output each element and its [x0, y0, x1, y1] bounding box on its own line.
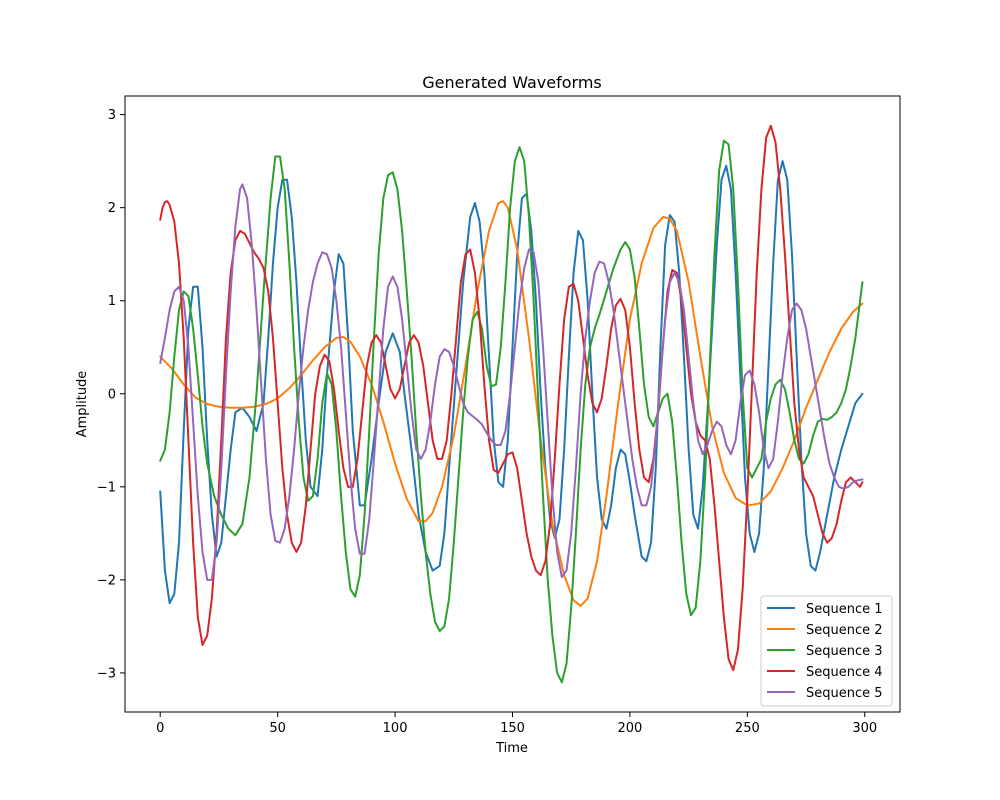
legend: Sequence 1 Sequence 2 Sequence 3 Sequence 4…	[760, 595, 893, 707]
x-tick-label: 250	[735, 721, 760, 736]
x-axis-title: Time	[495, 741, 528, 756]
x-tick-label: 100	[383, 721, 408, 736]
series-line-5	[159, 183, 864, 581]
x-tick-label: 200	[618, 721, 643, 736]
legend-label-5: Sequence 5	[806, 686, 883, 701]
x-tick-label: 150	[500, 721, 525, 736]
legend-box	[760, 595, 893, 707]
series-layer	[159, 124, 864, 684]
series-line-2	[159, 200, 864, 607]
legend-label-2: Sequence 2	[806, 623, 883, 638]
y-axis-title: Amplitude	[75, 371, 90, 438]
y-tick-label: 0	[108, 387, 116, 402]
y-axis: −3 −2 −1 0 1 2 3	[97, 108, 125, 681]
series-line-3	[159, 139, 864, 684]
chart-title: Generated Waveforms	[422, 73, 602, 92]
y-tick-label: −1	[97, 480, 116, 495]
x-tick-label: 50	[269, 721, 286, 736]
plot-area: 0 50 100 150 200 250 300 −3 −2 −1 0 1 2 3	[97, 95, 901, 736]
legend-label-1: Sequence 1	[806, 602, 883, 617]
x-axis: 0 50 100 150 200 250 300	[156, 712, 877, 736]
y-tick-label: −2	[97, 573, 116, 588]
y-tick-label: −3	[97, 666, 116, 681]
x-tick-label: 300	[852, 721, 877, 736]
legend-label-4: Sequence 4	[806, 665, 883, 680]
y-tick-label: 1	[108, 294, 116, 309]
y-tick-label: 3	[108, 108, 116, 123]
legend-label-3: Sequence 3	[806, 644, 883, 659]
x-tick-label: 0	[156, 721, 164, 736]
series-line-4	[159, 124, 864, 672]
y-tick-label: 2	[108, 201, 116, 216]
